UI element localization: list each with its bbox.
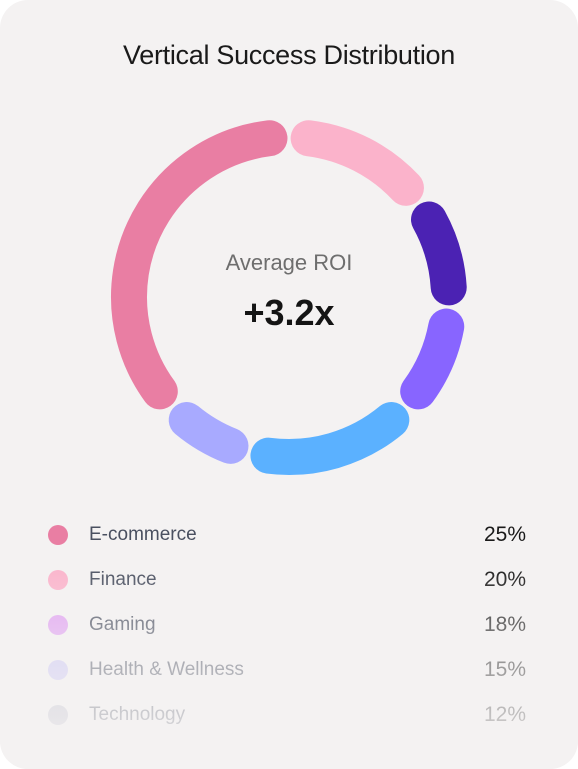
legend-dot-icon (48, 614, 68, 635)
donut-segment (111, 119, 467, 475)
donut-segment (111, 119, 467, 475)
legend-dot-icon (48, 569, 68, 590)
legend-value: 18% (483, 612, 526, 636)
legend-item-technology: Technology 12% (48, 692, 526, 737)
legend-label: Technology (89, 703, 186, 725)
legend-dot-icon (48, 659, 68, 680)
legend-dot-icon (48, 524, 68, 545)
legend-value: 20% (483, 567, 526, 591)
legend-value: 12% (483, 702, 526, 726)
donut-segment (111, 119, 467, 475)
center-value: +3.2x (243, 292, 335, 333)
donut-segment (111, 119, 468, 475)
legend-label: E-commerce (89, 523, 197, 545)
legend-value: 15% (483, 657, 526, 681)
legend-label: Health & Wellness (89, 658, 244, 680)
legend: E-commerce 25% Finance 20% Gaming 18% He… (48, 512, 526, 737)
legend-dot-icon (48, 704, 68, 725)
legend-item-health-wellness: Health & Wellness 15% (48, 647, 526, 692)
legend-label: Finance (89, 568, 157, 590)
legend-item-finance: Finance 20% (48, 557, 526, 602)
donut-segment (110, 118, 467, 475)
legend-value: 25% (483, 522, 526, 546)
donut-chart (110, 118, 468, 475)
center-label: Average ROI (225, 250, 353, 275)
chart-title: Vertical Success Distribution (123, 40, 455, 70)
legend-label: Gaming (89, 613, 156, 635)
donut-segment (111, 119, 467, 475)
legend-item-ecommerce: E-commerce 25% (48, 512, 526, 557)
legend-item-gaming: Gaming 18% (48, 602, 526, 647)
